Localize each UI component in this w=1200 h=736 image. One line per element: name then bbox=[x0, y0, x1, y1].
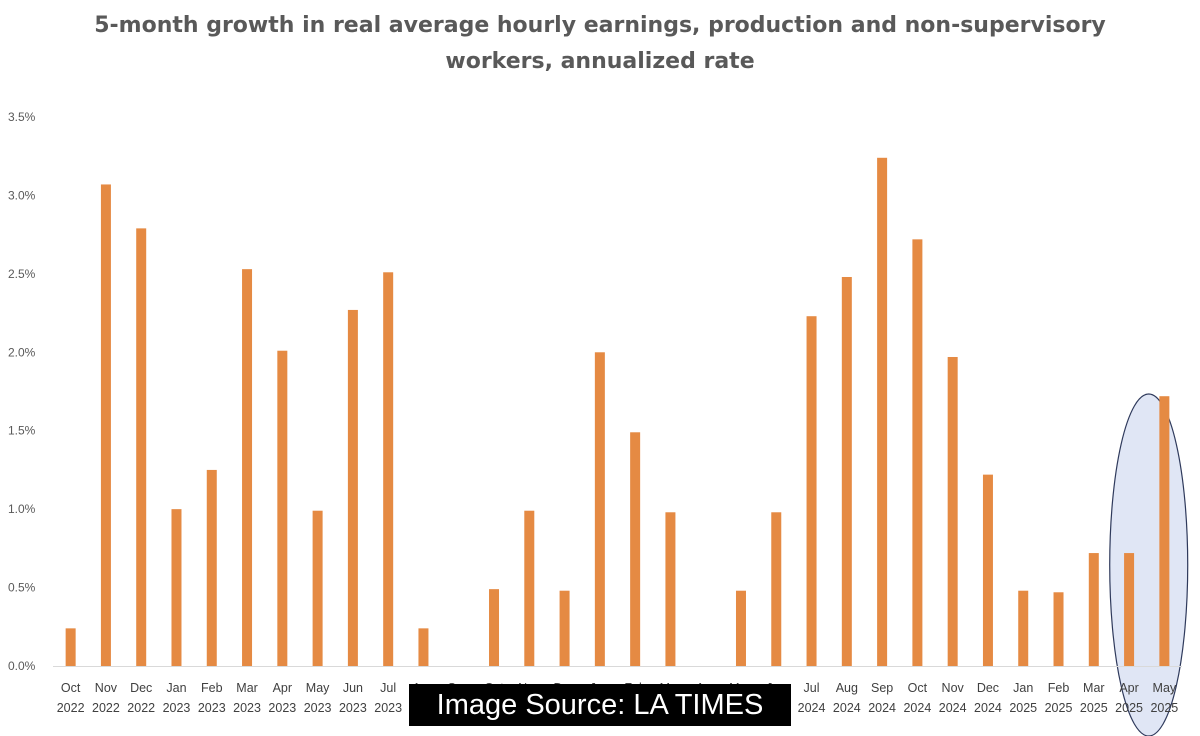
chart-title-line-1: 5-month growth in real average hourly ea… bbox=[94, 13, 1106, 38]
y-tick-label: 1.5% bbox=[8, 424, 36, 438]
y-tick-label: 2.5% bbox=[8, 267, 36, 281]
y-tick-label: 3.0% bbox=[8, 188, 36, 202]
bar bbox=[559, 590, 570, 666]
x-tick-label-month: Apr bbox=[273, 681, 292, 695]
x-tick-label-month: May bbox=[306, 681, 330, 695]
x-tick-label-month: Apr bbox=[1119, 681, 1138, 695]
x-tick-label-year: 2025 bbox=[1009, 701, 1037, 715]
bar bbox=[524, 510, 535, 666]
x-tick-label-year: 2023 bbox=[304, 701, 332, 715]
x-tick-label-year: 2024 bbox=[833, 701, 861, 715]
x-tick-label-year: 2025 bbox=[1115, 701, 1143, 715]
bar bbox=[806, 316, 817, 666]
bar bbox=[171, 509, 182, 666]
x-tick-label-month: Jul bbox=[804, 681, 820, 695]
x-tick-label-year: 2022 bbox=[127, 701, 155, 715]
x-tick-label-month: Jul bbox=[380, 681, 396, 695]
y-tick-label: 0.5% bbox=[8, 581, 36, 595]
x-tick-label-year: 2024 bbox=[798, 701, 826, 715]
bar bbox=[65, 628, 76, 666]
x-tick-label-month: Feb bbox=[201, 681, 223, 695]
x-tick-label-year: 2025 bbox=[1045, 701, 1073, 715]
x-tick-label-year: 2024 bbox=[868, 701, 896, 715]
x-tick-label-month: Nov bbox=[95, 681, 118, 695]
x-tick-label-year: 2023 bbox=[163, 701, 191, 715]
bar bbox=[947, 356, 958, 666]
image-source-caption: Image Source: LA TIMES bbox=[409, 684, 791, 726]
bar bbox=[1053, 592, 1064, 666]
x-tick-label-month: Dec bbox=[977, 681, 999, 695]
x-tick-label-year: 2023 bbox=[374, 701, 402, 715]
x-tick-label-year: 2023 bbox=[339, 701, 367, 715]
bar bbox=[982, 474, 993, 666]
x-tick-label-month: Dec bbox=[130, 681, 152, 695]
x-tick-label-year: 2022 bbox=[57, 701, 85, 715]
x-tick-label-month: Oct bbox=[908, 681, 928, 695]
x-tick-label-year: 2025 bbox=[1150, 701, 1178, 715]
bar bbox=[841, 276, 852, 666]
bar bbox=[594, 352, 605, 666]
bar bbox=[1124, 553, 1135, 666]
x-tick-label-month: Sep bbox=[871, 681, 893, 695]
bar bbox=[383, 272, 394, 666]
bar bbox=[100, 184, 111, 666]
bar bbox=[206, 469, 217, 666]
x-tick-label-month: Jan bbox=[1013, 681, 1033, 695]
bar bbox=[877, 157, 888, 667]
bar bbox=[771, 512, 782, 666]
chart-title-line-2: workers, annualized rate bbox=[445, 49, 755, 74]
bars bbox=[65, 157, 1170, 667]
y-tick-label: 3.5% bbox=[8, 110, 36, 124]
x-tick-label-year: 2023 bbox=[268, 701, 296, 715]
x-tick-label-year: 2023 bbox=[198, 701, 226, 715]
x-tick-label-month: May bbox=[1153, 681, 1177, 695]
y-tick-label: 1.0% bbox=[8, 502, 36, 516]
x-tick-label-year: 2024 bbox=[903, 701, 931, 715]
bar bbox=[665, 512, 676, 666]
bar bbox=[347, 309, 358, 666]
bar bbox=[1159, 396, 1170, 666]
x-tick-label-year: 2025 bbox=[1080, 701, 1108, 715]
bar bbox=[735, 590, 746, 666]
x-tick-label-month: Aug bbox=[836, 681, 858, 695]
y-tick-label: 2.0% bbox=[8, 345, 36, 359]
bar bbox=[242, 269, 253, 666]
x-tick-label-year: 2023 bbox=[233, 701, 261, 715]
x-tick-label-year: 2024 bbox=[939, 701, 967, 715]
x-tick-label-month: Nov bbox=[942, 681, 965, 695]
y-tick-label: 0.0% bbox=[8, 659, 36, 673]
x-tick-label-month: Mar bbox=[1083, 681, 1105, 695]
bar bbox=[312, 510, 323, 666]
x-tick-label-month: Feb bbox=[1048, 681, 1070, 695]
bar bbox=[1018, 590, 1029, 666]
x-tick-label-year: 2022 bbox=[92, 701, 120, 715]
bar bbox=[136, 228, 147, 666]
bar bbox=[277, 350, 288, 666]
x-tick-label-month: Jun bbox=[343, 681, 363, 695]
x-tick-label-month: Oct bbox=[61, 681, 81, 695]
bar bbox=[489, 589, 500, 666]
x-tick-label-month: Jan bbox=[166, 681, 186, 695]
x-tick-label-year: 2024 bbox=[974, 701, 1002, 715]
bar bbox=[630, 432, 641, 666]
x-tick-label-month: Mar bbox=[236, 681, 258, 695]
bar bbox=[418, 628, 429, 666]
bar bbox=[1088, 553, 1099, 666]
chart-title: 5-month growth in real average hourly ea… bbox=[0, 8, 1200, 80]
bar bbox=[912, 239, 923, 666]
y-axis: 0.0% 0.5% 1.0% 1.5% 2.0% 2.5% 3.0% 3.5% bbox=[8, 110, 1182, 673]
